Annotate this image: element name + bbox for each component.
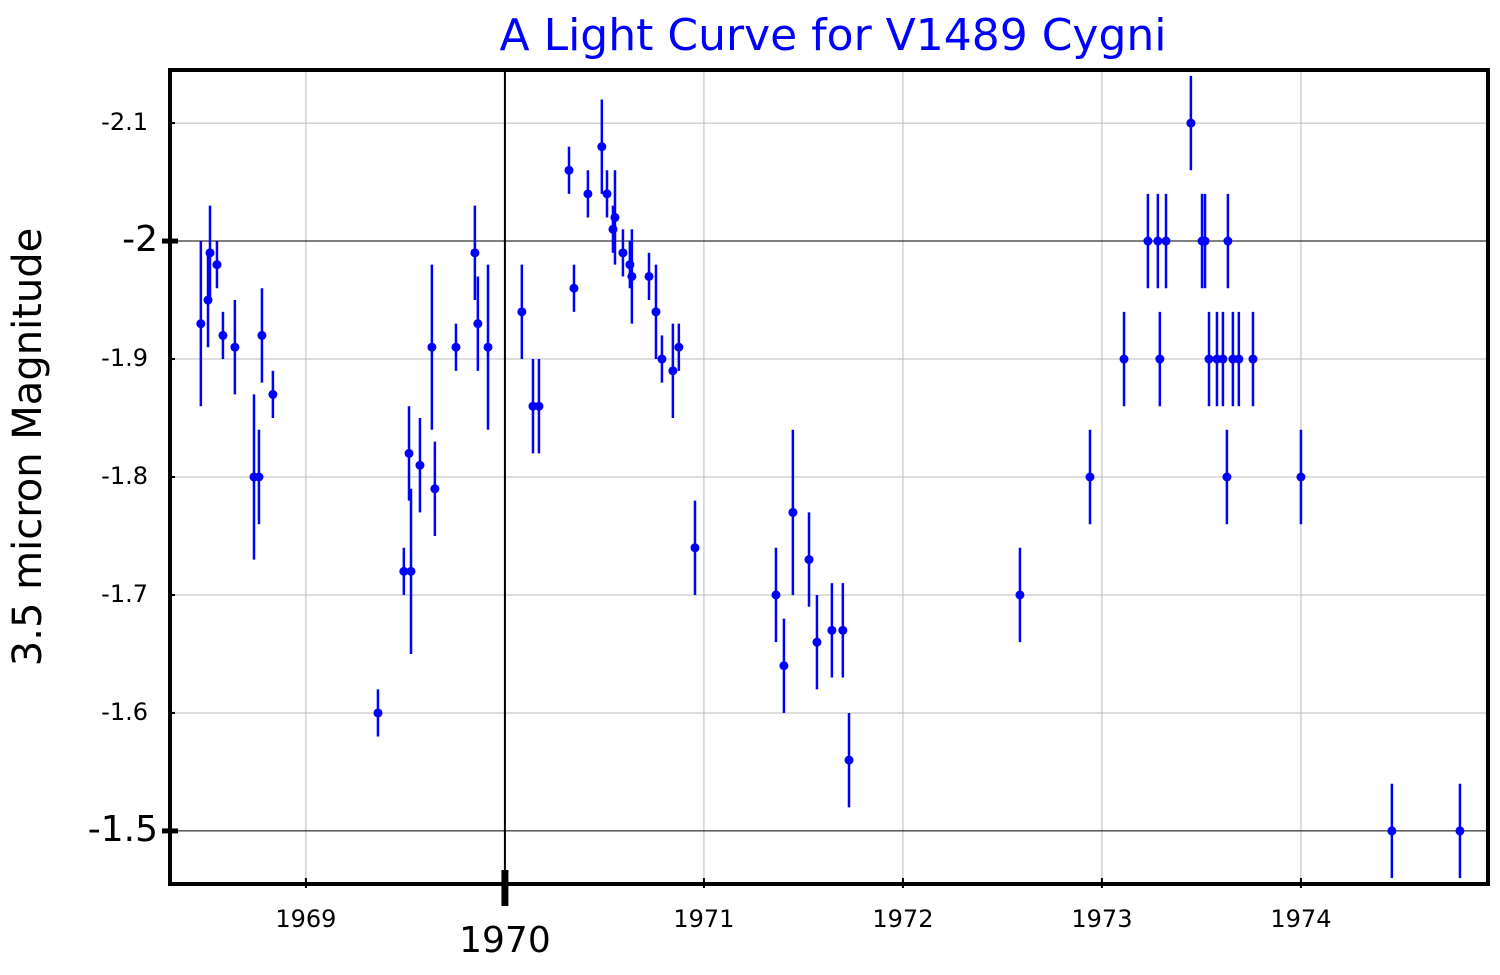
data-point	[610, 212, 620, 222]
y-tick-label-major: -2	[122, 219, 158, 260]
x-tick-label: 1969	[275, 905, 336, 933]
data-point	[517, 307, 527, 317]
data-point	[427, 342, 437, 352]
y-tick-label-major: -1.5	[88, 809, 158, 850]
data-point	[1223, 236, 1233, 246]
data-point	[205, 248, 215, 258]
y-tick-label: -1.9	[101, 344, 148, 372]
x-tick-label: 1971	[673, 905, 734, 933]
data-point	[1200, 236, 1210, 246]
data-point	[618, 248, 628, 258]
data-point	[1186, 118, 1196, 128]
data-point	[406, 566, 416, 576]
data-point	[804, 555, 814, 565]
data-point	[1143, 236, 1153, 246]
data-point	[812, 637, 822, 647]
data-point	[657, 354, 667, 364]
data-point	[668, 366, 678, 376]
chart-title: A Light Curve for V1489 Cygni	[499, 10, 1166, 61]
data-point	[1234, 354, 1244, 364]
data-point	[583, 189, 593, 199]
data-point	[1119, 354, 1129, 364]
x-tick-label: 1974	[1270, 905, 1331, 933]
data-point	[1161, 236, 1171, 246]
data-point	[827, 625, 837, 635]
y-tick-label: -1.7	[101, 580, 148, 608]
data-point	[1085, 472, 1095, 482]
data-point	[1455, 826, 1465, 836]
data-point	[779, 661, 789, 671]
data-point	[564, 165, 574, 175]
x-tick-label: 1972	[872, 905, 933, 933]
data-point	[1248, 354, 1258, 364]
data-point	[788, 507, 798, 517]
data-point	[1296, 472, 1306, 482]
data-point	[415, 460, 425, 470]
data-point	[838, 625, 848, 635]
data-point	[1387, 826, 1397, 836]
data-point	[569, 283, 579, 293]
data-point	[212, 260, 222, 270]
data-point	[196, 319, 206, 329]
data-point	[218, 330, 228, 340]
data-point	[674, 342, 684, 352]
data-point	[690, 543, 700, 553]
data-point	[254, 472, 264, 482]
data-point	[1155, 354, 1165, 364]
data-point	[268, 389, 278, 399]
data-point	[771, 590, 781, 600]
data-point	[470, 248, 480, 258]
y-tick-label: -2.1	[101, 108, 148, 136]
x-tick-label: 1973	[1071, 905, 1132, 933]
data-point	[597, 142, 607, 152]
data-point	[651, 307, 661, 317]
plot-frame	[168, 68, 1490, 886]
data-point	[473, 319, 483, 329]
data-point	[451, 342, 461, 352]
data-point	[602, 189, 612, 199]
data-point	[373, 708, 383, 718]
data-point	[483, 342, 493, 352]
data-point	[257, 330, 267, 340]
data-point	[399, 566, 409, 576]
data-point	[534, 401, 544, 411]
data-point	[1153, 236, 1163, 246]
data-point	[844, 755, 854, 765]
data-point	[230, 342, 240, 352]
y-tick-label: -1.6	[101, 698, 148, 726]
data-point	[404, 448, 414, 458]
data-point	[1218, 354, 1228, 364]
data-point	[1015, 590, 1025, 600]
data-point	[644, 271, 654, 281]
y-axis-label: 3.5 micron Magnitude	[5, 228, 51, 666]
data-point	[430, 484, 440, 494]
x-tick-label-major: 1970	[459, 920, 551, 961]
data-point	[627, 271, 637, 281]
y-tick-label: -1.8	[101, 462, 148, 490]
data-point	[1222, 472, 1232, 482]
data-point	[1204, 354, 1214, 364]
